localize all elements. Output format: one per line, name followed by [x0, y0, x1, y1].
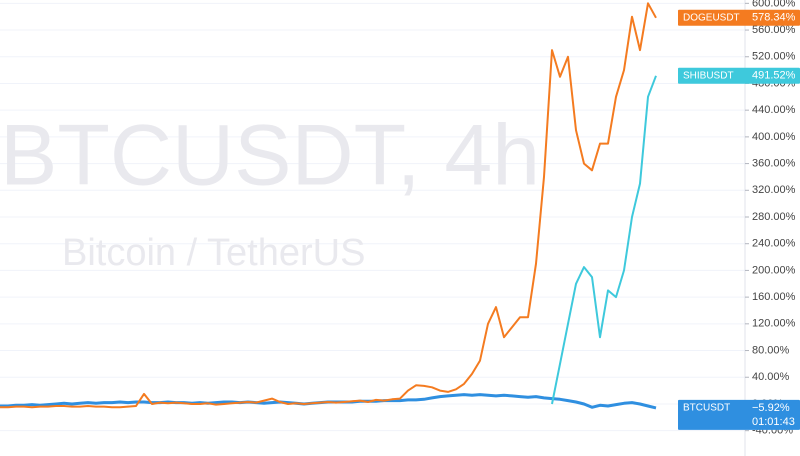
- y-tick-label: 560.00%: [752, 24, 796, 36]
- y-tick-label: 600.00%: [752, 0, 796, 9]
- last-value-box: [678, 399, 800, 430]
- y-tick-label: 120.00%: [752, 318, 796, 330]
- y-tick-label: 320.00%: [752, 184, 796, 196]
- series-line: [551, 75, 657, 405]
- grid: [0, 2, 745, 432]
- series-name: DOGEUSDT: [683, 12, 740, 23]
- y-tick-label: 400.00%: [752, 131, 796, 143]
- last-value-label: 578.34%: [752, 12, 796, 24]
- last-value-label: 491.52%: [752, 70, 796, 82]
- watermark-subtitle: Bitcoin / TetherUS: [62, 232, 365, 274]
- y-tick-label: 440.00%: [752, 104, 796, 116]
- y-tick-label: 240.00%: [752, 238, 796, 250]
- series-line: [0, 2, 657, 409]
- y-tick-label: 200.00%: [752, 264, 796, 276]
- watermark-title: BTCUSDT, 4h: [0, 108, 540, 204]
- y-tick-label: 360.00%: [752, 157, 796, 169]
- last-value-box: [678, 67, 800, 84]
- series-name: SHIBUSDT: [683, 70, 734, 81]
- y-tick-label: 520.00%: [752, 51, 796, 63]
- y-tick-label: 160.00%: [752, 291, 796, 303]
- last-value-box: [678, 9, 800, 26]
- y-tick-label: 40.00%: [752, 371, 790, 383]
- y-tick-label: 280.00%: [752, 211, 796, 223]
- y-tick-label: 80.00%: [752, 344, 790, 356]
- countdown: 01:01:43: [752, 416, 795, 428]
- last-value-label: −5.92%: [752, 402, 790, 414]
- series-name: BTCUSDT: [683, 403, 730, 414]
